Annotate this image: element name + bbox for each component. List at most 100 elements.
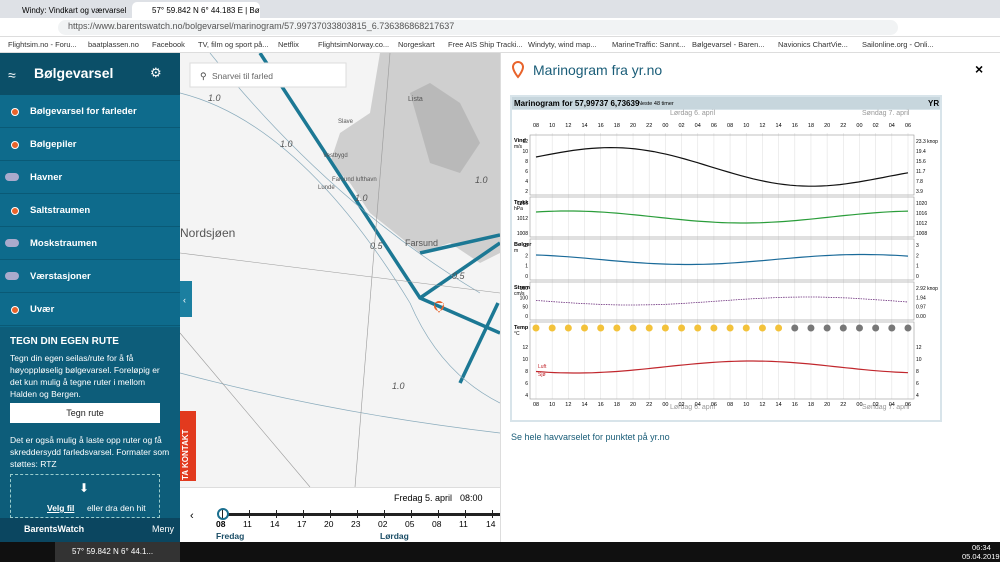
left-axis-label: 1 [525,264,528,270]
map-label: Slave [338,119,354,125]
bookmark[interactable]: Flightsim.no - Foru... [8,40,77,49]
menu-separator [0,160,180,161]
hour-label: 22 [840,123,846,129]
toggle [5,173,19,181]
hour-label: 22 [646,402,652,408]
right-axis-label: 7.8 [916,179,923,185]
timeline-day: Lørdag [380,531,409,541]
left-axis-label: 10 [522,357,528,363]
timeline-time: 08:00 [460,493,483,503]
panel-label: Temp [514,325,529,331]
right-axis-label: 1008 [916,231,927,237]
left-axis-label: 100 [520,295,529,301]
menu-item[interactable]: Havner [30,172,63,183]
bookmark[interactable]: Norgeskart [398,40,435,49]
bookmark[interactable]: Free AIS Ship Tracki... [448,40,523,49]
upload-link[interactable]: Velg fil [47,503,75,513]
menu-separator [0,325,180,326]
bookmark[interactable]: Bølgevarsel - Baren... [692,40,765,49]
timeline-hour[interactable]: 20 [324,519,334,529]
weather-icon [564,324,572,332]
menu-item[interactable]: Værstasjoner [30,271,91,282]
timeline-hour[interactable]: 08 [432,519,442,529]
hour-label: 08 [727,402,733,408]
timeline-hour[interactable]: 11 [243,519,252,529]
status-dot [11,207,19,215]
panel-unit: m [514,248,518,254]
hour-label: 02 [873,123,879,129]
clock-time: 06:34 [972,543,991,552]
weather-icon [597,324,605,332]
hour-label: 04 [695,402,701,408]
timeline-hour[interactable]: 02 [378,519,388,529]
bookmark[interactable]: Windyty, wind map... [528,40,597,49]
taskbar: 57° 59.842 N 6° 44.1... 06:34 05.04.2019 [0,542,1000,562]
bookmark[interactable]: Facebook [152,40,185,49]
route-button[interactable]: Tegn rute [10,403,160,423]
left-axis-label: 0 [525,274,528,280]
hour-label: 16 [598,123,604,129]
yr-link[interactable]: Se hele havvarselet for punktet på yr.no [511,432,670,442]
timeline-hour[interactable]: 08 [216,519,226,529]
menu-button[interactable]: Meny [152,524,175,534]
curve [535,146,909,187]
map-label: Vestbygd [323,153,348,159]
address-bar[interactable]: https://www.barentswatch.no/bolgevarsel/… [58,20,898,35]
panel-title: Marinogram fra yr.no [533,62,663,78]
hour-label: 20 [630,402,636,408]
tab[interactable]: Windy: Vindkart og værvarsel [2,2,130,18]
menu: Bølgevarsel for farleder Bølgepiler Havner… [0,95,180,327]
brand: BarentsWatch [24,524,85,534]
timeline-tick [438,510,439,518]
tab[interactable]: 57° 59.842 N 6° 44.183 E | Bølgevarsel [132,2,260,18]
bookmark[interactable]: baatplassen.no [88,40,139,49]
sidebar-footer: BarentsWatch Meny [0,518,180,542]
hour-label: 08 [533,123,539,129]
timeline-hour[interactable]: 17 [297,519,307,529]
map-label: 1.0 [392,381,405,391]
timeline-hour[interactable]: 11 [459,519,468,529]
bookmark[interactable]: TV, film og sport på... [198,40,269,49]
panel-label: Strøm [514,285,530,291]
taskbar-app-label: 57° 59.842 N 6° 44.1... [72,547,154,556]
menu-item[interactable]: Bølgevarsel for farleder [30,106,137,117]
map-label: 1.0 [475,175,488,185]
hour-label: 12 [565,402,571,408]
weather-icon [710,324,718,332]
menu-separator [0,193,180,194]
taskbar-app[interactable]: 57° 59.842 N 6° 44.1... [55,542,180,562]
menu-item[interactable]: Moskstraumen [30,238,98,249]
panel-label: Bølger [514,242,532,248]
contact-button[interactable]: TA KONTAKT [181,429,190,480]
bookmark[interactable]: Sailonline.org - Onli... [862,40,934,49]
drop-zone[interactable]: ⬇ Velg fil eller dra den hit [10,474,160,518]
bookmark[interactable]: FlightsimNorway.co... [318,40,390,49]
menu-item[interactable]: Saltstraumen [30,205,91,216]
weather-icon [758,324,766,332]
right-axis-label: 1020 [916,201,927,207]
panel-frame [529,134,915,196]
close-button[interactable]: × [975,61,984,77]
day-label: Søndag 7. april [862,404,910,411]
map-label: 1.0 [280,139,293,149]
map-label: Farsund lufthavn [332,177,377,183]
panel-frame [529,196,915,238]
bookmark[interactable]: MarineTraffic: Sannt... [612,40,686,49]
timeline-hour[interactable]: 05 [405,519,415,529]
toolbar: https://www.barentswatch.no/bolgevarsel/… [0,18,1000,37]
right-axis-label: 1016 [916,211,927,217]
map-label: 0.5 [370,241,384,251]
settings-icon[interactable]: ⚙ [150,65,162,80]
timeline-hour[interactable]: 14 [486,519,496,529]
bookmark[interactable]: Navionics ChartVie... [778,40,848,49]
time-slider[interactable] [217,508,229,520]
map-label: Lista [408,96,423,103]
timeline-hour[interactable]: 23 [351,519,361,529]
panel-frame [529,321,915,400]
menu-item[interactable]: Uvær [30,304,55,315]
left-axis-label: 2 [525,253,528,259]
menu-item[interactable]: Bølgepiler [30,139,77,150]
panel-unit: cm/s [514,291,525,297]
bookmark[interactable]: Netflix [278,40,299,49]
timeline-hour[interactable]: 14 [270,519,280,529]
